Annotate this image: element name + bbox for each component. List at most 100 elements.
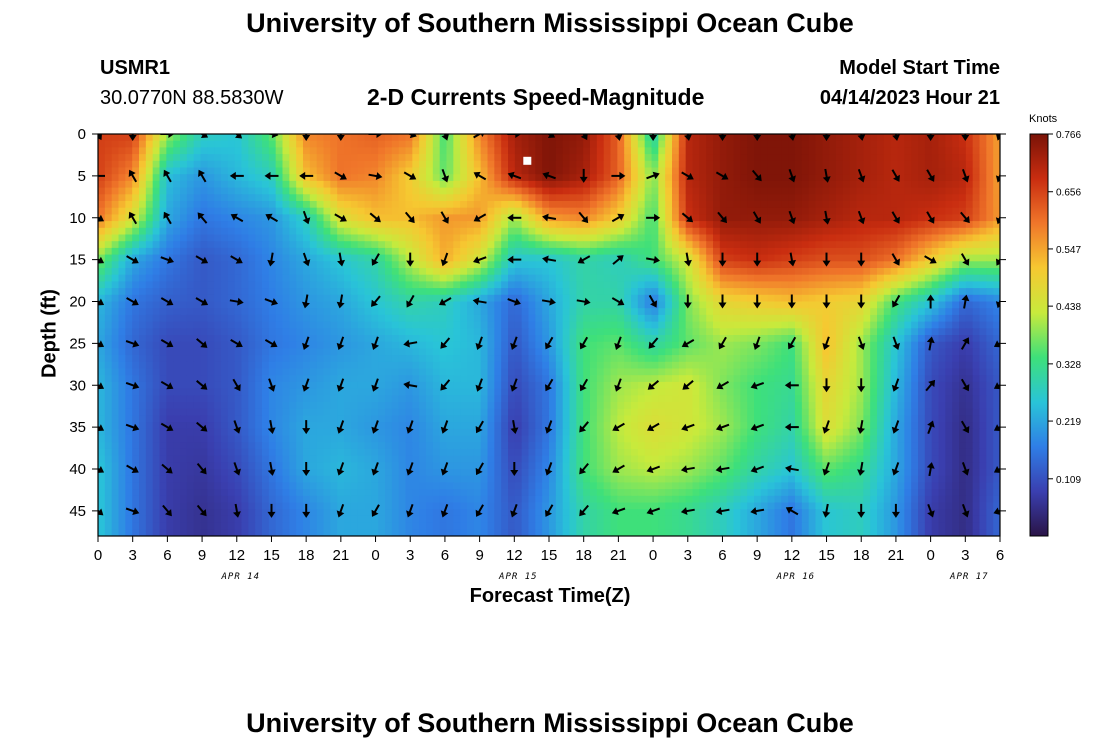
heatmap-cell [241, 194, 249, 202]
heatmap-cell [145, 314, 154, 323]
heatmap-cell [104, 368, 113, 376]
heatmap-cell [713, 140, 721, 148]
heatmap-cell [501, 134, 509, 142]
heatmap-cell [453, 160, 461, 169]
heatmap-cell [528, 281, 536, 289]
heatmap-cell [316, 221, 325, 229]
heatmap-cell [303, 167, 311, 175]
heatmap-cell [583, 221, 591, 229]
heatmap-cell [262, 281, 270, 289]
heatmap-cell [514, 361, 523, 370]
heatmap-cell [624, 174, 632, 182]
heatmap-cell [391, 227, 400, 236]
heatmap-cell [323, 214, 331, 222]
heatmap-cell [733, 134, 741, 142]
heatmap-cell [774, 194, 782, 202]
heatmap-cell [890, 268, 899, 276]
heatmap-cell [726, 221, 735, 229]
heatmap-cell [549, 308, 557, 316]
heatmap-cell [132, 294, 140, 303]
heatmap-cell [713, 234, 721, 242]
heatmap-cell [364, 355, 372, 363]
heatmap-cell [672, 281, 680, 289]
heatmap-cell [576, 294, 584, 303]
heatmap-cell [180, 348, 188, 356]
heatmap-cell [562, 308, 571, 316]
heatmap-cell [938, 341, 946, 349]
heatmap-cell [542, 368, 550, 376]
heatmap-cell [255, 221, 263, 229]
heatmap-cell [815, 368, 823, 376]
heatmap-cell [193, 134, 202, 142]
heatmap-cell [501, 268, 509, 276]
heatmap-cell [207, 288, 215, 296]
heatmap-cell [863, 375, 871, 383]
heatmap-cell [391, 361, 400, 370]
heatmap-cell [931, 361, 940, 370]
heatmap-cell [412, 180, 420, 189]
heatmap-cell [350, 147, 359, 155]
heatmap-cell [337, 180, 345, 189]
heatmap-cell [514, 241, 523, 249]
heatmap-cell [603, 147, 612, 155]
heatmap-cell [979, 147, 987, 155]
heatmap-cell [378, 261, 386, 269]
heatmap-cell [268, 321, 277, 329]
heatmap-cell [330, 301, 338, 309]
heatmap-cell [180, 160, 188, 169]
heatmap-cell [371, 147, 379, 155]
heatmap-cell [391, 381, 400, 390]
heatmap-cell [617, 234, 625, 242]
heatmap-cell [890, 160, 899, 169]
heatmap-cell [309, 268, 318, 276]
heatmap-cell [911, 167, 919, 175]
heatmap-cell [849, 308, 858, 316]
heatmap-cell [207, 301, 215, 309]
heatmap-cell [405, 154, 413, 162]
heatmap-cell [275, 335, 284, 343]
heatmap-cell [849, 361, 858, 370]
heatmap-cell [911, 341, 919, 349]
heatmap-cell [822, 361, 830, 370]
heatmap-cell [501, 147, 509, 155]
heatmap-cell [651, 274, 659, 282]
heatmap-cell [774, 294, 782, 303]
heatmap-cell [733, 221, 741, 229]
heatmap-cell [945, 281, 953, 289]
heatmap-cell [610, 301, 618, 309]
heatmap-cell [460, 261, 468, 269]
heatmap-cell [692, 301, 700, 309]
heatmap-cell [993, 294, 1000, 303]
heatmap-cell [924, 281, 933, 289]
heatmap-cell [391, 247, 400, 256]
heatmap-cell [555, 368, 564, 376]
heatmap-cell [350, 281, 359, 289]
heatmap-cell [624, 348, 632, 356]
heatmap-cell [815, 214, 823, 222]
heatmap-cell [795, 355, 803, 363]
heatmap-cell [391, 234, 400, 242]
heatmap-cell [132, 194, 140, 202]
heatmap-cell [583, 321, 591, 329]
heatmap-cell [610, 348, 618, 356]
heatmap-cell [357, 187, 366, 195]
heatmap-cell [870, 207, 878, 215]
heatmap-cell [849, 348, 858, 356]
heatmap-cell [542, 160, 550, 169]
heatmap-cell [774, 341, 782, 349]
heatmap-cell [371, 167, 379, 175]
heatmap-cell [139, 261, 147, 269]
heatmap-cell [364, 160, 372, 169]
heatmap-cell [528, 187, 536, 195]
heatmap-cell [248, 221, 256, 229]
heatmap-cell [98, 147, 106, 155]
heatmap-cell [193, 314, 202, 323]
heatmap-cell [344, 301, 352, 309]
heatmap-cell [473, 174, 482, 182]
heatmap-cell [569, 268, 577, 276]
heatmap-cell [446, 214, 454, 222]
heatmap-cell [603, 194, 612, 202]
heatmap-cell [296, 335, 304, 343]
heatmap-cell [200, 294, 208, 303]
heatmap-cell [255, 154, 263, 162]
